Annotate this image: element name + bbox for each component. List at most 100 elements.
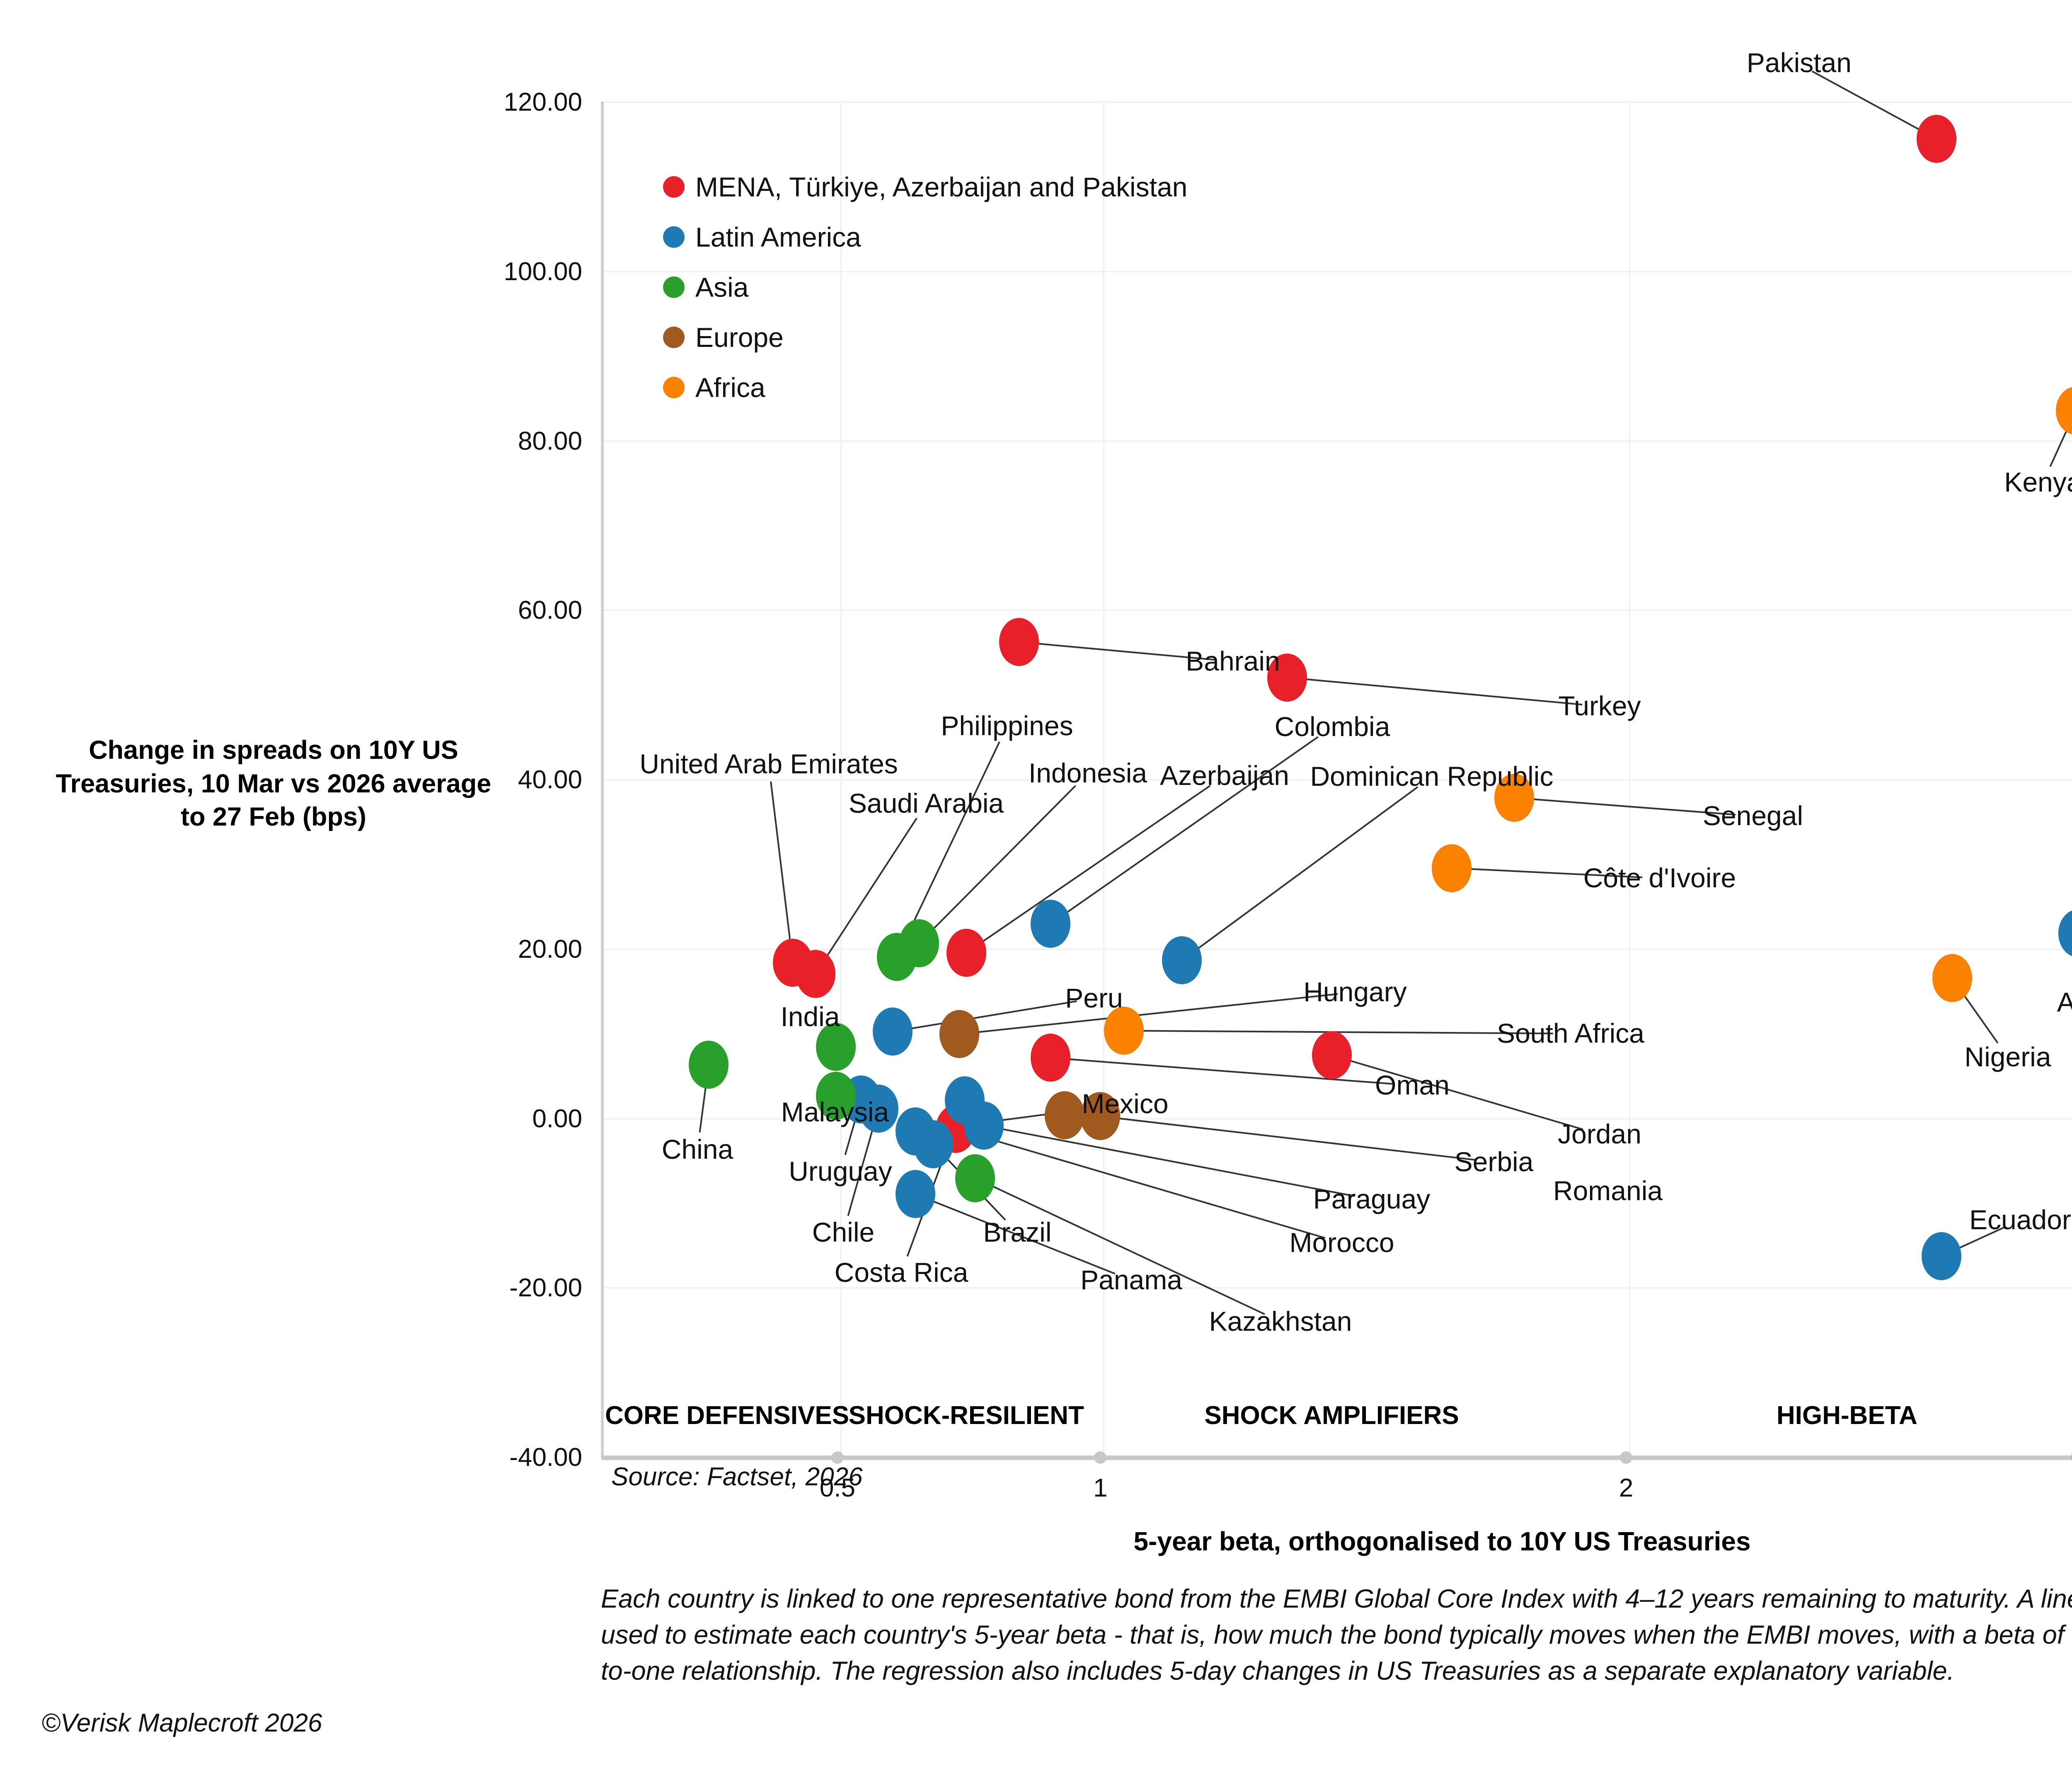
point-label-colombia: Colombia <box>1274 711 1390 742</box>
y-axis-title: Change in spreads on 10Y US Treasuries, … <box>56 736 491 832</box>
data-point-romania[interactable] <box>1045 1091 1085 1140</box>
data-point-paraguay[interactable] <box>963 1101 1004 1150</box>
point-label-kazakhstan: Kazakhstan <box>1209 1306 1352 1337</box>
data-point-jordan[interactable] <box>1312 1031 1352 1080</box>
data-point-brazil[interactable] <box>913 1120 953 1168</box>
data-point-china[interactable] <box>689 1040 729 1089</box>
data-point-saudi-arabia[interactable] <box>795 950 835 998</box>
legend-item-2[interactable]: Asia <box>663 262 1187 312</box>
gridline-horizontal <box>604 271 2072 272</box>
x-axis-tick-marker <box>1094 1451 1107 1464</box>
copyright-text: ©Verisk Maplecroft 2026 <box>41 1709 322 1737</box>
y-axis-tick-label: -40.00 <box>509 1443 582 1472</box>
legend-item-label: Africa <box>695 372 765 403</box>
point-label-brazil: Brazil <box>983 1217 1052 1247</box>
data-point-kazakhstan[interactable] <box>955 1154 995 1202</box>
zone-label: CORE DEFENSIVES <box>605 1401 850 1430</box>
data-point-india[interactable] <box>816 1022 856 1071</box>
footnote-text: Each country is linked to one representa… <box>601 1584 2072 1686</box>
legend-swatch-circle-icon <box>663 376 685 398</box>
legend-swatch-circle-icon <box>663 276 685 298</box>
point-label-romania: Romania <box>1553 1175 1663 1206</box>
legend-item-label: MENA, Türkiye, Azerbaijan and Pakistan <box>695 171 1188 202</box>
data-point-peru[interactable] <box>873 1007 913 1056</box>
x-axis-tick-marker <box>831 1451 844 1464</box>
data-point-philippines[interactable] <box>877 933 917 981</box>
point-label-kenya: Kenya <box>2004 467 2072 497</box>
data-point-dominican-republic[interactable] <box>1162 936 1202 985</box>
point-label-indonesia: Indonesia <box>1028 758 1147 788</box>
data-point-panama[interactable] <box>895 1170 935 1218</box>
point-label-saudi-arabia: Saudi Arabia <box>848 788 1004 819</box>
point-label-jordan: Jordan <box>1558 1119 1641 1149</box>
point-label-chile: Chile <box>812 1217 875 1247</box>
point-label-hungary: Hungary <box>1303 976 1407 1007</box>
zone-label: SHOCK-RESILIENT <box>848 1401 1084 1430</box>
y-axis-tick-label: 20.00 <box>518 935 582 964</box>
y-axis-tick-label: 0.00 <box>532 1104 582 1133</box>
y-axis-tick-label: -20.00 <box>509 1274 582 1303</box>
x-axis-tick-label: 0.5 <box>819 1474 856 1502</box>
x-axis-tick-label: 2 <box>1619 1474 1634 1502</box>
data-point-hungary[interactable] <box>939 1010 980 1058</box>
point-label-costa-rica: Costa Rica <box>834 1257 968 1288</box>
data-point-colombia[interactable] <box>1030 900 1070 948</box>
data-point-oman[interactable] <box>1030 1034 1070 1082</box>
data-point-pakistan[interactable] <box>1916 114 1956 163</box>
legend-item-label: Asia <box>695 271 749 303</box>
data-point-senegal[interactable] <box>1494 773 1534 822</box>
data-point-azerbaijan[interactable] <box>946 928 986 977</box>
point-label-paraguay: Paraguay <box>1313 1184 1431 1214</box>
point-label-senegal: Senegal <box>1702 800 1803 831</box>
point-label-pakistan: Pakistan <box>1746 47 1852 78</box>
y-axis-tick-label: 80.00 <box>518 426 582 455</box>
point-label-united-arab-emirates: United Arab Emirates <box>639 748 898 779</box>
data-point-serbia[interactable] <box>1080 1092 1121 1141</box>
x-axis-tick-marker <box>1620 1451 1633 1464</box>
data-point-bahrain[interactable] <box>999 618 1039 666</box>
point-label-ecuador: Ecuador <box>1969 1204 2071 1235</box>
legend: MENA, Türkiye, Azerbaijan and Pakistan La… <box>663 162 1187 412</box>
gridline-horizontal <box>604 779 2072 780</box>
legend-item-4[interactable]: Africa <box>663 362 1187 412</box>
legend-item-0[interactable]: MENA, Türkiye, Azerbaijan and Pakistan <box>663 162 1187 212</box>
point-label-mexico: Mexico <box>1082 1088 1169 1119</box>
point-label-turkey: Turkey <box>1558 690 1641 721</box>
point-label-philippines: Philippines <box>941 710 1073 741</box>
point-label-malaysia: Malaysia <box>781 1097 889 1127</box>
data-point-nigeria[interactable] <box>1932 954 1972 1003</box>
point-label-panama: Panama <box>1080 1264 1182 1295</box>
legend-item-3[interactable]: Europe <box>663 312 1187 362</box>
data-point-malaysia[interactable] <box>816 1072 856 1120</box>
y-axis-tick-label: 120.00 <box>503 88 582 116</box>
data-point-south-africa[interactable] <box>1104 1006 1144 1055</box>
x-axis-title: 5-year beta, orthogonalised to 10Y US Tr… <box>1133 1526 1751 1556</box>
legend-swatch-circle-icon <box>663 326 685 348</box>
zone-label: HIGH-BETA <box>1777 1401 1917 1430</box>
zone-label: SHOCK AMPLIFIERS <box>1204 1401 1459 1430</box>
x-axis-tick-label: 1 <box>1093 1474 1108 1502</box>
point-label-peru: Peru <box>1065 983 1123 1013</box>
data-point-turkey[interactable] <box>1267 653 1307 702</box>
data-point-chile[interactable] <box>858 1085 898 1133</box>
gridline-vertical <box>1629 102 1631 1457</box>
point-label-morocco: Morocco <box>1289 1227 1394 1258</box>
legend-swatch-circle-icon <box>663 226 685 248</box>
point-label-argentina: Argentina <box>2057 987 2072 1017</box>
gridline-horizontal <box>604 440 2072 442</box>
gridline-vertical <box>840 102 842 1457</box>
legend-item-1[interactable]: Latin America <box>663 212 1187 262</box>
y-axis-tick-label: 60.00 <box>518 596 582 625</box>
point-label-dominican-republic: Dominican Republic <box>1310 761 1554 792</box>
gridline-horizontal <box>604 948 2072 950</box>
y-axis-tick-label: 40.00 <box>518 765 582 794</box>
legend-item-label: Europe <box>695 322 784 353</box>
data-point-c-te-d-ivoire[interactable] <box>1431 844 1472 892</box>
data-point-ecuador[interactable] <box>1922 1232 1962 1280</box>
legend-swatch-circle-icon <box>663 176 685 198</box>
point-label-bahrain: Bahrain <box>1186 646 1280 676</box>
point-label-south-africa: South Africa <box>1497 1018 1644 1049</box>
point-label-c-te-d-ivoire: Côte d'Ivoire <box>1583 862 1736 893</box>
gridline-horizontal <box>604 1287 2072 1289</box>
